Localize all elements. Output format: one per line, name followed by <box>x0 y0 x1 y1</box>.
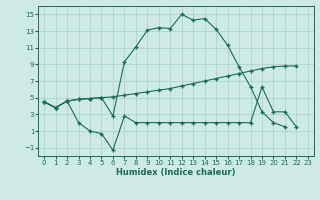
X-axis label: Humidex (Indice chaleur): Humidex (Indice chaleur) <box>116 168 236 177</box>
